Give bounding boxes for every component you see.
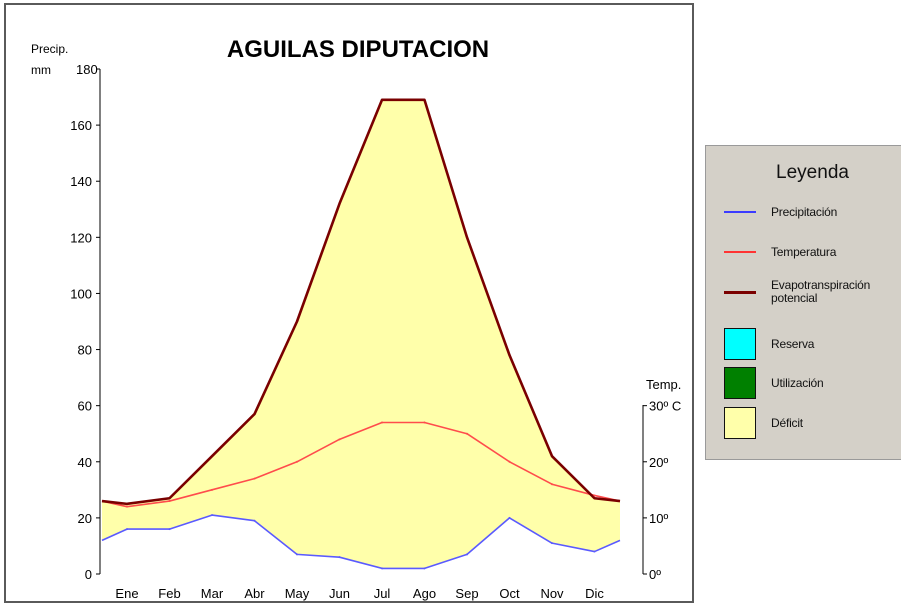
x-tick-label-feb: Feb <box>158 586 180 601</box>
x-tick-label-dic: Dic <box>585 586 604 601</box>
left-tick-label: 180 <box>76 62 98 77</box>
precipitation-point-sep <box>466 553 468 556</box>
evapotranspiration-point-jul <box>381 98 383 101</box>
precipitation-series-line <box>101 514 621 570</box>
x-tick-label-mar: Mar <box>201 586 224 601</box>
temperature-point-sep <box>466 432 468 435</box>
temperature-point-feb <box>168 500 171 503</box>
left-tick-label: 160 <box>70 118 92 133</box>
evapotranspiration-point-may <box>296 320 298 323</box>
x-tick-label-ago: Ago <box>413 586 436 601</box>
left-tick-label: 120 <box>70 230 92 245</box>
climate-diagram: 0 20 40 60 80 100 120 140 160 180 Precip. mm 0º 10º 20… <box>31 36 681 601</box>
precipitation-line-swatch <box>724 211 756 213</box>
evapotranspiration-point-abr <box>253 413 256 416</box>
left-axis-unit: mm <box>31 63 51 77</box>
evapotranspiration-point-mar <box>211 455 213 458</box>
precipitation-point-ago <box>423 567 426 570</box>
precipitation-point-feb <box>168 528 171 531</box>
left-tick-label: 140 <box>70 174 92 189</box>
legend-panel: Leyenda Precipitación Temperatura Evapot… <box>705 145 901 460</box>
legend-label: Utilización <box>771 376 824 390</box>
precipitation-point-oct <box>508 516 511 519</box>
x-tick-label-oct: Oct <box>499 586 520 601</box>
temperature-point-dic <box>593 494 596 497</box>
precipitation-point-jun <box>338 556 341 559</box>
evapotranspiration-point-jun <box>338 202 341 205</box>
right-tick-label: 10º <box>649 511 668 526</box>
precipitation-point-abr <box>253 519 256 522</box>
temperature-point-jul <box>381 421 383 424</box>
precipitation-point-ene <box>126 528 128 531</box>
legend-label: Evapotranspiración potencial <box>771 278 871 305</box>
left-tick-label: 80 <box>78 343 92 358</box>
x-tick-label-may: May <box>285 586 310 601</box>
right-tick-label: 30º C <box>649 399 681 414</box>
temperature-point-oct <box>508 460 511 463</box>
chart-frame: 0 20 40 60 80 100 120 140 160 180 Precip. mm 0º 10º 20… <box>4 3 694 603</box>
temperature-line-swatch <box>724 251 756 253</box>
evapotranspiration-point-ene <box>126 502 128 505</box>
deficit-area <box>102 99 620 569</box>
evapotranspiration-point-dic <box>593 497 596 500</box>
precipitation-point-dic <box>593 550 596 553</box>
left-tick-label: 60 <box>78 399 92 414</box>
legend-label: Reserva <box>771 337 815 351</box>
deficit-color-box <box>724 407 756 439</box>
temperature-point-nov <box>551 483 553 486</box>
evapotranspiration-point-nov <box>551 455 553 458</box>
x-tick-label-nov: Nov <box>540 586 564 601</box>
evapotranspiration-point-feb <box>168 497 171 500</box>
temperature-point-mar <box>211 488 213 491</box>
legend-title: Leyenda <box>776 162 849 183</box>
temperature-series-line <box>101 421 621 508</box>
temperature-point-ene <box>126 505 128 508</box>
precipitation-point-jul <box>381 567 383 570</box>
left-tick-label: 100 <box>70 286 92 301</box>
right-tick-label: 20º <box>649 455 668 470</box>
precipitation-point-mar <box>211 514 213 517</box>
left-tick-label: 40 <box>78 455 92 470</box>
left-tick-label: 0 <box>85 567 92 582</box>
evapotranspiration-point-sep <box>466 236 468 239</box>
evapotranspiration-series-line <box>101 98 621 506</box>
utilization-color-box <box>724 367 756 399</box>
temperature-point-abr <box>253 477 256 480</box>
legend-label: Déficit <box>771 416 803 430</box>
evapotranspiration-point-oct <box>508 354 511 357</box>
right-tick-label: 0º <box>649 567 661 582</box>
left-axis-title: Precip. <box>31 42 68 56</box>
temperature-point-jun <box>338 438 341 441</box>
precipitation-point-may <box>296 553 298 556</box>
right-axis-title: Temp. <box>646 377 681 392</box>
temperature-point-ago <box>423 421 426 424</box>
x-tick-label-sep: Sep <box>455 586 478 601</box>
left-tick-label: 20 <box>78 511 92 526</box>
x-tick-label-jul: Jul <box>374 586 391 601</box>
legend-label: Temperatura <box>771 245 837 259</box>
evapotranspiration-point-ago <box>423 98 426 101</box>
temperature-point-may <box>296 460 298 463</box>
x-tick-label-abr: Abr <box>244 586 265 601</box>
reserve-color-box <box>724 328 756 360</box>
precipitation-point-nov <box>551 542 553 545</box>
chart-title: AGUILAS DIPUTACION <box>227 36 489 63</box>
legend-label: Precipitación <box>771 205 838 219</box>
x-tick-label-jun: Jun <box>329 586 350 601</box>
x-tick-label-ene: Ene <box>115 586 138 601</box>
evapotranspiration-line-swatch <box>724 291 756 294</box>
